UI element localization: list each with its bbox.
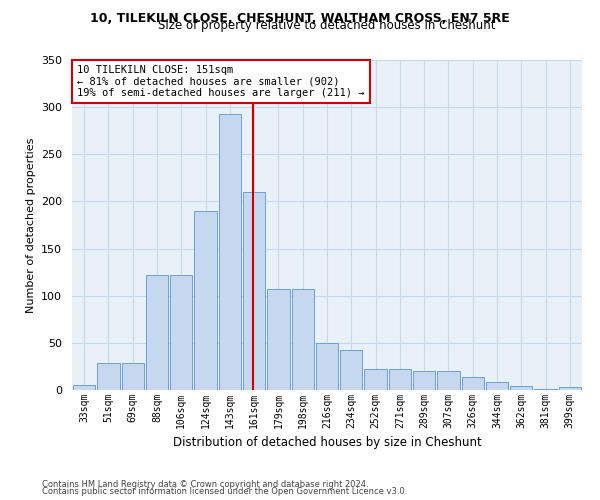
X-axis label: Distribution of detached houses by size in Cheshunt: Distribution of detached houses by size … bbox=[173, 436, 481, 450]
Bar bbox=[486, 382, 508, 390]
Bar bbox=[73, 386, 95, 390]
Text: Contains HM Land Registry data © Crown copyright and database right 2024.: Contains HM Land Registry data © Crown c… bbox=[42, 480, 368, 489]
Bar bbox=[243, 192, 265, 390]
Bar bbox=[510, 386, 532, 390]
Bar bbox=[461, 377, 484, 390]
Bar bbox=[170, 275, 193, 390]
Bar bbox=[146, 275, 168, 390]
Text: Contains public sector information licensed under the Open Government Licence v3: Contains public sector information licen… bbox=[42, 487, 407, 496]
Bar bbox=[559, 387, 581, 390]
Bar bbox=[97, 362, 119, 390]
Bar bbox=[316, 343, 338, 390]
Title: Size of property relative to detached houses in Cheshunt: Size of property relative to detached ho… bbox=[158, 20, 496, 32]
Bar bbox=[340, 350, 362, 390]
Text: 10 TILEKILN CLOSE: 151sqm
← 81% of detached houses are smaller (902)
19% of semi: 10 TILEKILN CLOSE: 151sqm ← 81% of detac… bbox=[77, 65, 365, 98]
Bar bbox=[389, 370, 411, 390]
Bar bbox=[413, 371, 436, 390]
Bar bbox=[194, 211, 217, 390]
Bar bbox=[292, 289, 314, 390]
Bar bbox=[364, 370, 387, 390]
Text: 10, TILEKILN CLOSE, CHESHUNT, WALTHAM CROSS, EN7 5RE: 10, TILEKILN CLOSE, CHESHUNT, WALTHAM CR… bbox=[90, 12, 510, 26]
Bar bbox=[267, 289, 290, 390]
Bar bbox=[535, 389, 557, 390]
Bar bbox=[437, 371, 460, 390]
Bar bbox=[122, 362, 144, 390]
Bar bbox=[218, 114, 241, 390]
Y-axis label: Number of detached properties: Number of detached properties bbox=[26, 138, 35, 312]
